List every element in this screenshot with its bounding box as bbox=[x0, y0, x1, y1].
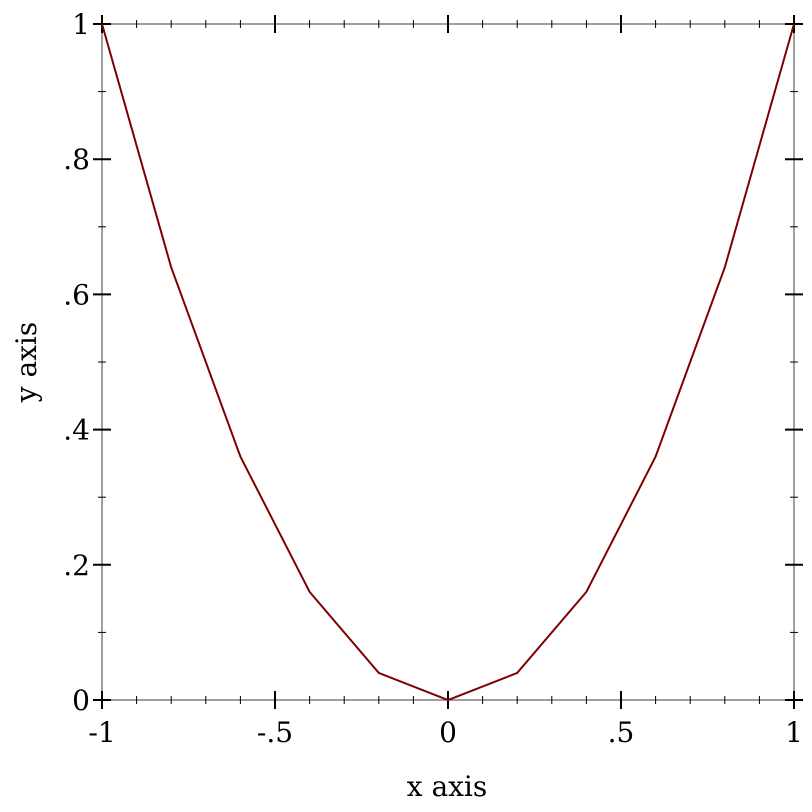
y-tick-label: 1 bbox=[72, 8, 90, 41]
y-tick-label: .8 bbox=[63, 143, 90, 176]
x-axis-label: x axis bbox=[407, 770, 488, 803]
x-tick-label: 0 bbox=[439, 716, 457, 749]
tick-labels: -1 -.5 0 .5 1 0 .2 .4 .6 .8 1 bbox=[63, 8, 803, 749]
series-line bbox=[101, 23, 795, 702]
y-tick-label: .4 bbox=[63, 414, 90, 447]
x-tick-label: .5 bbox=[608, 716, 635, 749]
series bbox=[101, 23, 795, 702]
x-tick-label: -.5 bbox=[257, 716, 293, 749]
ticks bbox=[93, 15, 803, 709]
y-tick-label: .2 bbox=[63, 549, 90, 582]
x-tick-label: -1 bbox=[88, 716, 115, 749]
y-tick-label: .6 bbox=[63, 278, 90, 311]
x-tick-label: 1 bbox=[785, 716, 803, 749]
y-tick-label: 0 bbox=[72, 684, 90, 717]
y-axis-label: y axis bbox=[10, 322, 43, 404]
